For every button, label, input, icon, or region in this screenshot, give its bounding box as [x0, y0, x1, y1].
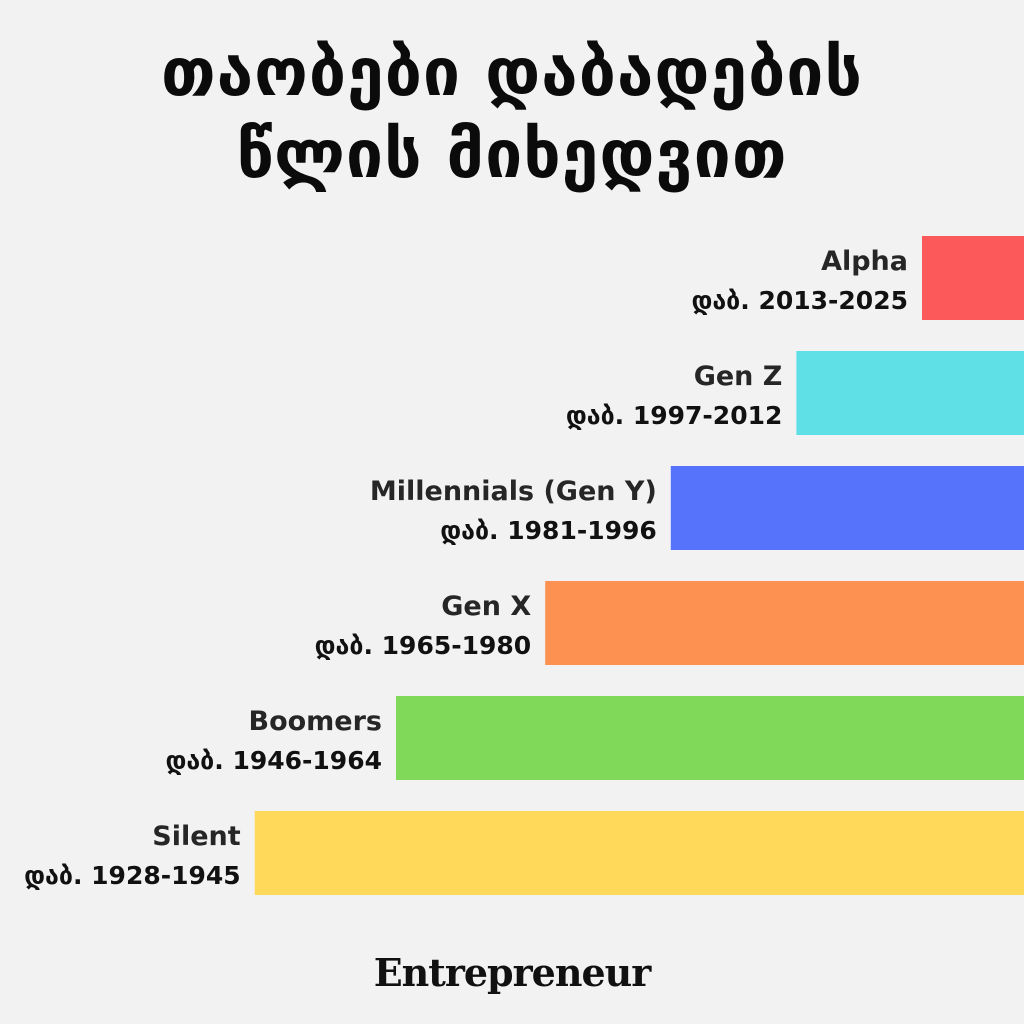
bar-silent	[254, 811, 1024, 895]
bar-label-name: Boomers	[248, 706, 382, 737]
bar-label-years: დაბ. 1946-1964	[165, 746, 382, 775]
bar-label-years: დაბ. 1928-1945	[24, 861, 241, 890]
bar-boomers	[396, 696, 1024, 780]
bar-label-years: დაბ. 2013-2025	[691, 286, 908, 315]
bar-label-name: Alpha	[821, 246, 908, 277]
chart-title-line-2: წლის მიხედვით	[236, 116, 788, 193]
bar-label-years: დაბ. 1965-1980	[315, 631, 532, 660]
bar-gen-x	[545, 581, 1024, 665]
bar-label-years: დაბ. 1981-1996	[440, 516, 657, 545]
bar-label-name: Gen X	[441, 591, 531, 622]
chart-title-line-1: თაობები დაბადების	[160, 34, 864, 111]
bar-label-name: Gen Z	[694, 361, 783, 392]
bar-gen-z	[796, 351, 1024, 435]
bar-alpha	[922, 236, 1024, 320]
bar-label-name: Millennials (Gen Y)	[370, 476, 657, 507]
brand-logo-text: Entrepreneur	[373, 950, 652, 995]
bar-label-years: დაბ. 1997-2012	[566, 401, 783, 430]
bar-label-name: Silent	[152, 821, 240, 852]
bar-millennials-gen-y	[670, 466, 1024, 550]
